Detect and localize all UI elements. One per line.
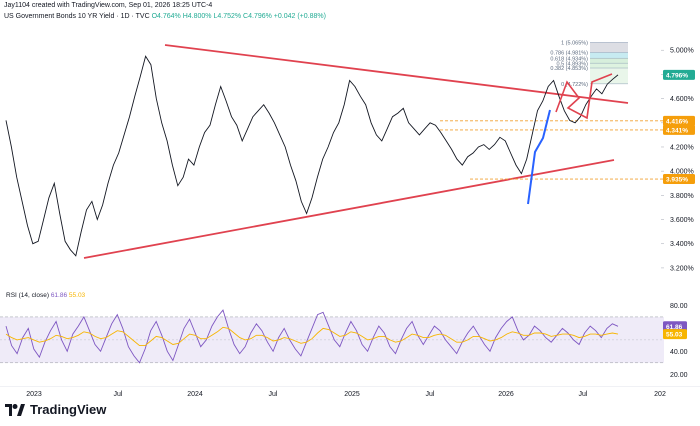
rsi-band bbox=[0, 316, 664, 364]
price-tick-label: 3.600% bbox=[670, 217, 694, 224]
price-chart[interactable]: 1 (5.065%)0.786 (4.981%)0.618 (4.934%)0.… bbox=[0, 0, 700, 290]
tradingview-logo-icon bbox=[5, 403, 25, 416]
rsi-ma-value: 55.03 bbox=[68, 292, 86, 299]
rsi-value-tag bbox=[663, 329, 687, 340]
tradingview-wordmark: TradingView bbox=[30, 402, 107, 417]
price-tick-label: 3.800% bbox=[670, 193, 694, 200]
rsi-line bbox=[5, 309, 619, 364]
price-tag bbox=[663, 69, 695, 80]
price-tick-label: 4.200% bbox=[670, 144, 694, 151]
price-tag-label: 4.796% bbox=[666, 72, 688, 79]
fib-level-label: 0 (4.722%) bbox=[561, 82, 588, 88]
rsi-value-tag-label: 61.86 bbox=[666, 324, 683, 331]
rsi-tick-label: 20.00 bbox=[670, 372, 688, 379]
fib-level-label: 0.618 (4.934%) bbox=[550, 56, 588, 62]
rsi-value: 61.86 bbox=[50, 292, 68, 299]
horizontal-levels[interactable] bbox=[440, 120, 664, 180]
fib-band bbox=[590, 58, 628, 64]
fib-band bbox=[590, 52, 628, 59]
price-tags: 4.796% 4.416% 4.341% 3.935% bbox=[663, 69, 695, 185]
price-tick-label: 3.200% bbox=[670, 265, 694, 272]
symbol-name: US Government Bonds 10 YR Yield · 1D · T… bbox=[4, 13, 150, 20]
rsi-tick-label: 40.00 bbox=[670, 349, 688, 356]
ohlc-quote: O4.764% H4.800% L4.752% C4.796% +0.042 (… bbox=[151, 13, 326, 20]
price-tick-label: 5.000% bbox=[670, 48, 694, 55]
price-tick-label: 4.000% bbox=[670, 169, 694, 176]
rsi-ma-line bbox=[5, 326, 619, 347]
time-tick-label: Jul bbox=[114, 391, 123, 398]
fib-level-label: 0.5 (4.893%) bbox=[557, 61, 589, 67]
wave-drawings[interactable] bbox=[527, 73, 613, 205]
price-tag bbox=[663, 174, 695, 185]
rsi-legend[interactable]: RSI (14, close) 61.86 55.03 bbox=[6, 292, 85, 299]
upper-trendline[interactable] bbox=[164, 44, 629, 104]
fib-band bbox=[590, 42, 628, 53]
trendline-group[interactable] bbox=[83, 44, 629, 259]
fib-level-label: 1 (5.065%) bbox=[561, 41, 588, 47]
price-tag bbox=[663, 124, 695, 135]
price-tag-label: 3.935% bbox=[666, 177, 688, 184]
time-tick-label: 2023 bbox=[26, 391, 42, 398]
time-tick-label: 2025 bbox=[344, 391, 360, 398]
rsi-label: RSI (14, close) bbox=[6, 292, 49, 299]
red-wave[interactable] bbox=[555, 73, 613, 120]
tradingview-logo[interactable]: TradingView bbox=[5, 402, 106, 417]
fib-level-label: 0.786 (4.981%) bbox=[550, 51, 588, 57]
price-tick-label: 4.600% bbox=[670, 96, 694, 103]
time-tick-label: Jul bbox=[579, 391, 588, 398]
rsi-value-tag bbox=[663, 321, 687, 332]
chart-credit: Jay1104 created with TradingView.com, Se… bbox=[4, 2, 213, 9]
price-axis[interactable]: 5.000%4.800%4.600%4.400%4.200%4.000%3.80… bbox=[661, 48, 694, 273]
price-tag-label: 4.416% bbox=[666, 118, 688, 125]
fibonacci-retracement[interactable]: 1 (5.065%)0.786 (4.981%)0.618 (4.934%)0.… bbox=[550, 41, 628, 88]
price-series-line bbox=[5, 55, 619, 257]
price-tag bbox=[663, 115, 695, 126]
time-tick-label: 2024 bbox=[187, 391, 203, 398]
time-axis[interactable]: 2023 Jul 2024 Jul 2025 Jul 2026 Jul 202 bbox=[0, 386, 700, 400]
time-tick-label: Jul bbox=[426, 391, 435, 398]
rsi-value-tag-label: 55.03 bbox=[666, 332, 683, 339]
lower-trendline[interactable] bbox=[83, 159, 615, 259]
symbol-legend[interactable]: US Government Bonds 10 YR Yield · 1D · T… bbox=[4, 13, 326, 20]
rsi-tick-label: 80.00 bbox=[670, 303, 688, 310]
time-tick-label: 202 bbox=[654, 391, 666, 398]
fib-band bbox=[590, 63, 628, 69]
price-tick-label: 3.400% bbox=[670, 241, 694, 248]
time-tick-label: Jul bbox=[269, 391, 278, 398]
blue-wave[interactable] bbox=[527, 109, 551, 205]
fib-level-label: 0.382 (4.853%) bbox=[550, 66, 588, 72]
time-tick-label: 2026 bbox=[498, 391, 514, 398]
price-tag-label: 4.341% bbox=[666, 127, 688, 134]
